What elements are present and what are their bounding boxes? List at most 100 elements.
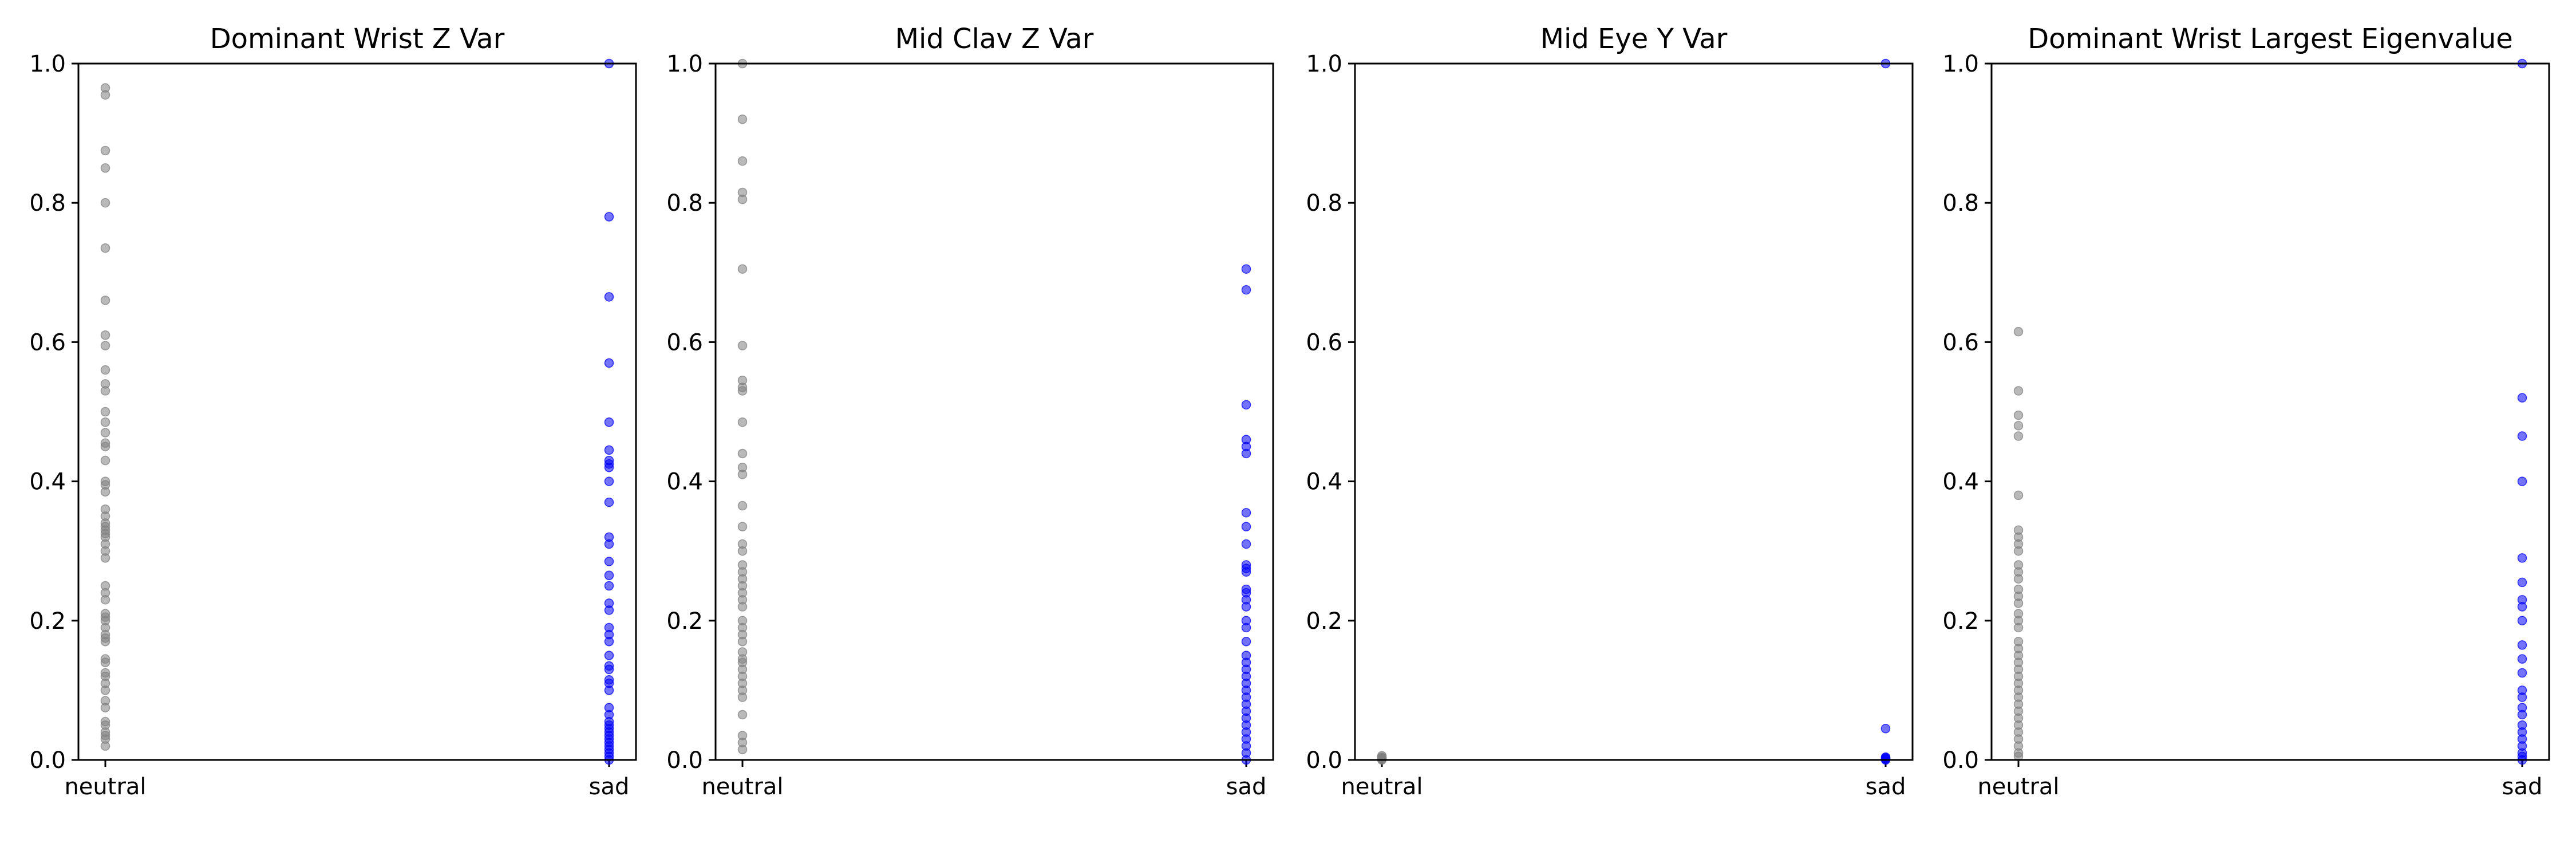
data-point-sad	[2517, 692, 2527, 702]
data-point-neutral	[2013, 546, 2024, 556]
data-point-neutral	[737, 448, 748, 459]
x-tick-label-neutral: neutral	[1341, 774, 1423, 800]
data-point-neutral	[100, 442, 110, 452]
data-point-neutral	[2013, 574, 2024, 584]
data-point-neutral	[100, 90, 110, 100]
y-tick-label: 0.6	[29, 329, 66, 356]
data-point-neutral	[737, 194, 748, 204]
data-point-sad	[2517, 431, 2527, 441]
data-point-neutral	[2013, 598, 2024, 608]
data-point-neutral	[100, 553, 110, 563]
axes-frame	[714, 62, 1274, 761]
data-point-sad	[604, 497, 614, 507]
y-tick-label: 0.0	[29, 747, 66, 774]
chart-panel-3: Mid Eye Y Var 0.0 0.2 0.4 0.6 0.8 1.0 neutral sa…	[1306, 23, 1914, 800]
panel-title: Mid Eye Y Var	[1540, 23, 1728, 55]
data-point-neutral	[100, 341, 110, 350]
chart-panel-1: Dominant Wrist Z Var 0.0 0.2 0.4 0.6 0.8 1.0 ne…	[29, 23, 637, 800]
x-tick-label-sad: sad	[2502, 774, 2543, 800]
data-point-neutral	[2013, 410, 2024, 420]
y-tick-label: 0.6	[1942, 329, 1979, 356]
chart-panel-2: Mid Clav Z Var 0.0 0.2 0.4 0.6 0.8 1.0 neutral s…	[666, 23, 1274, 800]
y-tick-label: 0.2	[666, 608, 703, 635]
y-tick-label: 1.0	[29, 51, 66, 77]
data-point-sad	[604, 570, 614, 581]
data-point-sad	[1241, 567, 1251, 577]
y-tick-label: 0.2	[29, 608, 66, 635]
data-point-neutral	[100, 428, 110, 438]
data-point-sad	[604, 651, 614, 660]
data-point-neutral	[2013, 386, 2024, 396]
data-point-sad	[604, 557, 614, 566]
data-point-neutral	[100, 386, 110, 396]
data-point-neutral	[100, 163, 110, 173]
y-tick-label: 1.0	[666, 51, 703, 77]
data-point-neutral	[2013, 421, 2024, 431]
data-point-sad	[604, 463, 614, 472]
x-tick-label-sad: sad	[1866, 774, 1906, 800]
y-tick-label: 0.0	[666, 747, 703, 774]
y-tick-label: 0.6	[1306, 329, 1342, 356]
y-tick-label: 0.8	[1942, 190, 1979, 216]
data-point-sad	[2517, 553, 2527, 563]
data-point-sad	[604, 358, 614, 368]
data-point-sad	[1241, 264, 1251, 274]
data-point-sad	[604, 445, 614, 455]
y-tick-label: 0.6	[666, 329, 703, 356]
data-point-neutral	[100, 741, 110, 751]
data-point-neutral	[100, 145, 110, 156]
y-tick-label: 0.4	[666, 469, 703, 495]
y-tick-label: 0.2	[1942, 608, 1979, 635]
data-point-neutral	[737, 602, 748, 612]
data-point-neutral	[737, 692, 748, 702]
data-point-neutral	[737, 470, 748, 479]
data-point-sad	[1241, 637, 1251, 647]
data-point-neutral	[2013, 431, 2024, 441]
data-point-sad	[2517, 654, 2527, 664]
data-point-neutral	[2013, 490, 2024, 501]
chart-panel-4: Dominant Wrist Largest Eigenvalue 0.0 0.2 0…	[1942, 23, 2550, 800]
y-tick-label: 0.8	[29, 190, 66, 216]
x-tick-label-neutral: neutral	[701, 774, 783, 800]
y-tick-label: 1.0	[1942, 51, 1979, 77]
data-point-neutral	[100, 487, 110, 497]
data-point-sad	[1241, 522, 1251, 531]
data-point-sad	[1241, 622, 1251, 633]
y-tick-label: 0.0	[1942, 747, 1979, 774]
data-point-sad	[1241, 400, 1251, 410]
data-point-sad	[604, 605, 614, 615]
data-point-sad	[1241, 285, 1251, 295]
data-point-neutral	[737, 501, 748, 511]
data-point-neutral	[100, 455, 110, 466]
data-point-sad	[604, 637, 614, 647]
data-point-neutral	[100, 330, 110, 340]
data-point-neutral	[737, 546, 748, 556]
data-point-neutral	[100, 198, 110, 208]
x-tick-label-neutral: neutral	[1977, 774, 2059, 800]
data-point-sad	[2517, 476, 2527, 486]
axes-frame	[77, 62, 637, 761]
data-point-neutral	[737, 386, 748, 396]
data-point-neutral	[100, 595, 110, 605]
data-point-neutral	[100, 243, 110, 253]
data-point-sad	[604, 581, 614, 591]
data-point-neutral	[100, 365, 110, 375]
data-point-neutral	[100, 657, 110, 668]
y-tick-label: 1.0	[1306, 51, 1342, 77]
x-tick-label-sad: sad	[589, 774, 630, 800]
data-point-sad	[604, 417, 614, 427]
data-point-neutral	[2013, 622, 2024, 633]
data-point-sad	[2517, 668, 2527, 678]
panel-title: Dominant Wrist Largest Eigenvalue	[2028, 23, 2513, 55]
data-point-neutral	[737, 115, 748, 124]
panel-title: Mid Clav Z Var	[895, 23, 1094, 55]
y-tick-label: 0.8	[1306, 190, 1342, 216]
axes-frame	[1354, 62, 1914, 761]
data-point-sad	[604, 664, 614, 675]
data-point-neutral	[100, 637, 110, 647]
data-point-sad	[1880, 724, 1891, 734]
data-point-sad	[604, 212, 614, 222]
data-point-neutral	[737, 156, 748, 166]
